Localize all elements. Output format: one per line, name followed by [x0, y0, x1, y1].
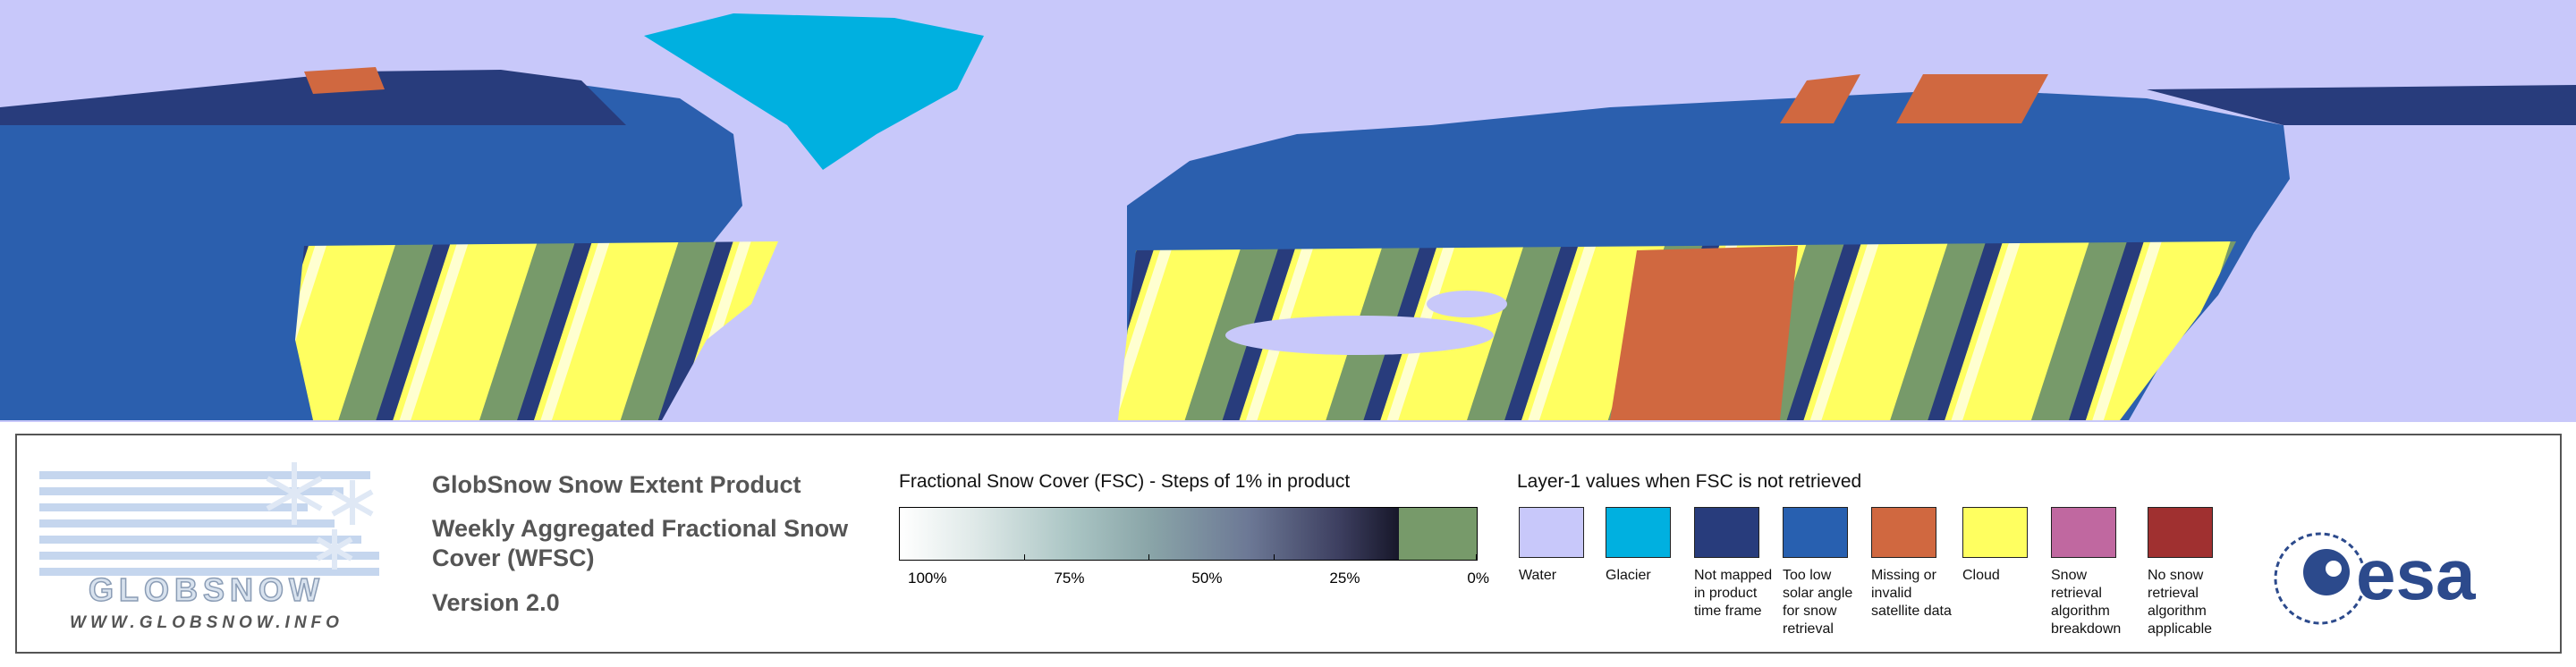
legend-label: Water [1519, 568, 1557, 583]
layer1-title: Layer-1 values when FSC is not retrieved [1517, 471, 1862, 492]
legend-swatch [1783, 507, 1848, 558]
esa-dot [2326, 561, 2342, 577]
fsc-tick [1273, 554, 1275, 560]
product-subtitle: Weekly Aggregated Fractional Snow Cover … [432, 515, 849, 571]
fsc-tick [1476, 554, 1477, 560]
esa-logo: esa [2274, 532, 2476, 625]
legend-swatch [1606, 507, 1671, 558]
logo-stripes [39, 471, 379, 576]
legend-label: Glacier [1606, 568, 1651, 583]
fsc-tick-label: 25% [1329, 570, 1360, 587]
legend-item: Not mapped in product time frame [1694, 507, 1776, 621]
black-sea [1427, 291, 1507, 317]
legend-swatch [1962, 507, 2028, 558]
mediterranean [1225, 316, 1494, 355]
esa-text: esa [2356, 535, 2476, 614]
fsc-colorbar [899, 507, 1478, 561]
snow-map [0, 0, 2576, 422]
siberia-band [2147, 85, 2576, 125]
legend-item: Cloud [1962, 507, 2045, 585]
asia-missing [1610, 246, 1798, 420]
arctic-missing-1 [1780, 74, 1860, 123]
legend-item: Snow retrieval algorithm breakdown [2051, 507, 2133, 638]
legend-swatch [1871, 507, 1936, 558]
logo-url: WWW.GLOBSNOW.INFO [70, 613, 343, 632]
logo-name: GLOBSNOW [89, 571, 325, 608]
fsc-ticks: 100% 75% 50% 25% 0% [908, 570, 1489, 587]
legend-label: No snow retrieval algorithm applicable [2148, 568, 2213, 637]
fsc-zero [1399, 508, 1477, 560]
legend-label: Cloud [1962, 568, 2000, 583]
legend-swatch [2051, 507, 2116, 558]
fsc-tick-label: 75% [1054, 570, 1085, 587]
legend-label: Too low solar angle for snow retrieval [1783, 568, 1853, 637]
north-america-south [295, 241, 778, 420]
product-version: Version 2.0 [432, 589, 560, 616]
fsc-tick-label: 0% [1467, 570, 1489, 587]
arctic-band [0, 70, 626, 125]
legend-swatch [1519, 507, 1584, 558]
esa-ring [2274, 532, 2367, 625]
legend-item: Glacier [1606, 507, 1688, 585]
legend-item: Too low solar angle for snow retrieval [1783, 507, 1865, 638]
fsc-tick [1023, 554, 1025, 560]
fsc-tick [899, 554, 900, 560]
legend-label: Not mapped in product time frame [1694, 568, 1773, 619]
globsnow-logo: GLOBSNOW WWW.GLOBSNOW.INFO [39, 462, 379, 632]
product-title: GlobSnow Snow Extent Product [432, 471, 801, 498]
fsc-gradient [899, 508, 1477, 560]
canada-missing [304, 67, 385, 94]
legend-swatch [2148, 507, 2213, 558]
legend-item: Water [1519, 507, 1601, 585]
arctic-missing-2 [1896, 74, 2048, 123]
legend-item: Missing or invalid satellite data [1871, 507, 1953, 621]
legend-label: Missing or invalid satellite data [1871, 568, 1952, 619]
fsc-tick-label: 100% [908, 570, 947, 587]
legend-item: No snow retrieval algorithm applicable [2148, 507, 2230, 638]
fsc-tick [1148, 554, 1149, 560]
legend-swatch [1694, 507, 1759, 558]
fsc-title: Fractional Snow Cover (FSC) - Steps of 1… [899, 471, 1351, 492]
fsc-tick-label: 50% [1191, 570, 1223, 587]
greenland [644, 13, 984, 170]
legend-label: Snow retrieval algorithm breakdown [2051, 568, 2122, 637]
snowflakes [266, 462, 374, 570]
legend-panel: GLOBSNOW WWW.GLOBSNOW.INFO GlobSnow Snow… [15, 434, 2562, 654]
